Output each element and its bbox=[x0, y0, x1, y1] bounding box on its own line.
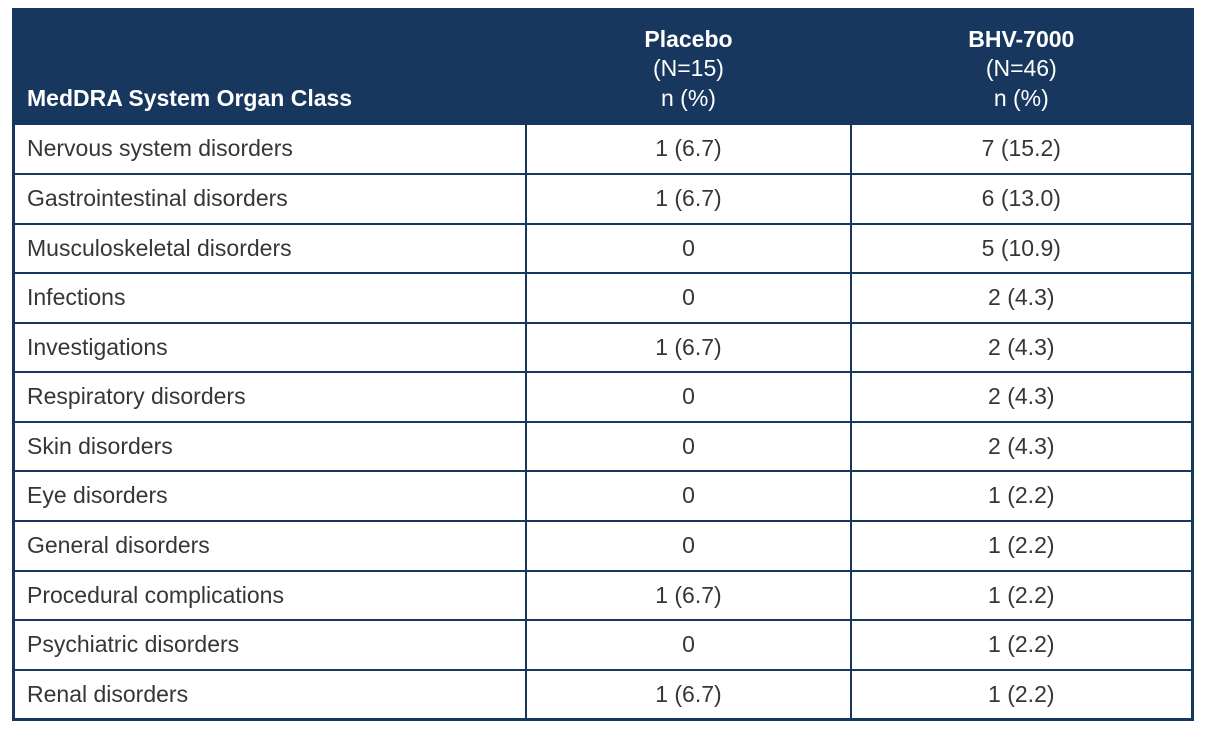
organ-class-cell: Gastrointestinal disorders bbox=[12, 172, 528, 225]
placebo-value-cell: 0 bbox=[525, 371, 852, 423]
bhv7000-value-cell: 1 (2.2) bbox=[849, 668, 1194, 721]
placebo-value-cell: 0 bbox=[525, 272, 852, 324]
organ-class-cell: Infections bbox=[12, 272, 528, 324]
placebo-value-cell: 1 (6.7) bbox=[525, 668, 852, 721]
placebo-value-cell: 0 bbox=[525, 470, 852, 523]
table-row: Renal disorders 1 (6.7) 1 (2.2) bbox=[12, 668, 1194, 721]
table-row: Investigations 1 (6.7) 2 (4.3) bbox=[12, 321, 1194, 374]
table-row: Nervous system disorders 1 (6.7) 7 (15.2… bbox=[12, 123, 1194, 175]
bhv7000-group-label: BHV-7000 bbox=[968, 26, 1075, 52]
column-header-organ-class: MedDRA System Organ Class bbox=[12, 8, 528, 126]
table-row: Respiratory disorders 0 2 (4.3) bbox=[12, 371, 1194, 423]
table-row: Musculoskeletal disorders 0 5 (10.9) bbox=[12, 222, 1194, 275]
organ-class-cell: Investigations bbox=[12, 321, 528, 374]
placebo-n-label: (N=15) bbox=[652, 55, 724, 82]
placebo-value-cell: 0 bbox=[525, 222, 852, 275]
placebo-value-cell: 0 bbox=[525, 420, 852, 473]
organ-class-cell: General disorders bbox=[12, 520, 528, 572]
bhv7000-value-cell: 2 (4.3) bbox=[849, 272, 1194, 324]
bhv7000-unit-label: n (%) bbox=[993, 84, 1049, 111]
table-row: Procedural complications 1 (6.7) 1 (2.2) bbox=[12, 569, 1194, 622]
bhv7000-value-cell: 5 (10.9) bbox=[849, 222, 1194, 275]
table-header: MedDRA System Organ Class Placebo (N=15)… bbox=[12, 8, 1194, 126]
placebo-value-cell: 1 (6.7) bbox=[525, 321, 852, 374]
placebo-unit-label: n (%) bbox=[660, 84, 716, 111]
organ-class-cell: Renal disorders bbox=[12, 668, 528, 721]
placebo-value-cell: 0 bbox=[525, 619, 852, 671]
organ-class-cell: Nervous system disorders bbox=[12, 123, 528, 175]
bhv7000-value-cell: 2 (4.3) bbox=[849, 371, 1194, 423]
bhv7000-value-cell: 2 (4.3) bbox=[849, 321, 1194, 374]
organ-class-cell: Eye disorders bbox=[12, 470, 528, 523]
placebo-value-cell: 1 (6.7) bbox=[525, 123, 852, 175]
bhv7000-value-cell: 2 (4.3) bbox=[849, 420, 1194, 473]
organ-class-cell: Respiratory disorders bbox=[12, 371, 528, 423]
table-row: Skin disorders 0 2 (4.3) bbox=[12, 420, 1194, 473]
column-header-placebo: Placebo (N=15) n (%) bbox=[525, 8, 852, 126]
bhv7000-n-label: (N=46) bbox=[985, 55, 1057, 82]
bhv7000-value-cell: 1 (2.2) bbox=[849, 619, 1194, 671]
table-row: Gastrointestinal disorders 1 (6.7) 6 (13… bbox=[12, 172, 1194, 225]
bhv7000-value-cell: 1 (2.2) bbox=[849, 470, 1194, 523]
placebo-value-cell: 1 (6.7) bbox=[525, 172, 852, 225]
table-row: Psychiatric disorders 0 1 (2.2) bbox=[12, 619, 1194, 671]
organ-class-cell: Psychiatric disorders bbox=[12, 619, 528, 671]
placebo-group-label: Placebo bbox=[644, 26, 733, 52]
placebo-value-cell: 0 bbox=[525, 520, 852, 572]
column-header-bhv7000: BHV-7000 (N=46) n (%) bbox=[849, 8, 1194, 126]
bhv7000-value-cell: 7 (15.2) bbox=[849, 123, 1194, 175]
table-row: Eye disorders 0 1 (2.2) bbox=[12, 470, 1194, 523]
table-body: Nervous system disorders 1 (6.7) 7 (15.2… bbox=[12, 123, 1194, 721]
placebo-value-cell: 1 (6.7) bbox=[525, 569, 852, 622]
organ-class-cell: Procedural complications bbox=[12, 569, 528, 622]
bhv7000-value-cell: 6 (13.0) bbox=[849, 172, 1194, 225]
bhv7000-value-cell: 1 (2.2) bbox=[849, 569, 1194, 622]
adverse-events-table: MedDRA System Organ Class Placebo (N=15)… bbox=[12, 8, 1194, 722]
table-row: General disorders 0 1 (2.2) bbox=[12, 520, 1194, 572]
organ-class-cell: Musculoskeletal disorders bbox=[12, 222, 528, 275]
bhv7000-value-cell: 1 (2.2) bbox=[849, 520, 1194, 572]
organ-class-cell: Skin disorders bbox=[12, 420, 528, 473]
table-header-row: MedDRA System Organ Class Placebo (N=15)… bbox=[12, 8, 1194, 126]
table-row: Infections 0 2 (4.3) bbox=[12, 272, 1194, 324]
table-container: MedDRA System Organ Class Placebo (N=15)… bbox=[12, 8, 1194, 722]
